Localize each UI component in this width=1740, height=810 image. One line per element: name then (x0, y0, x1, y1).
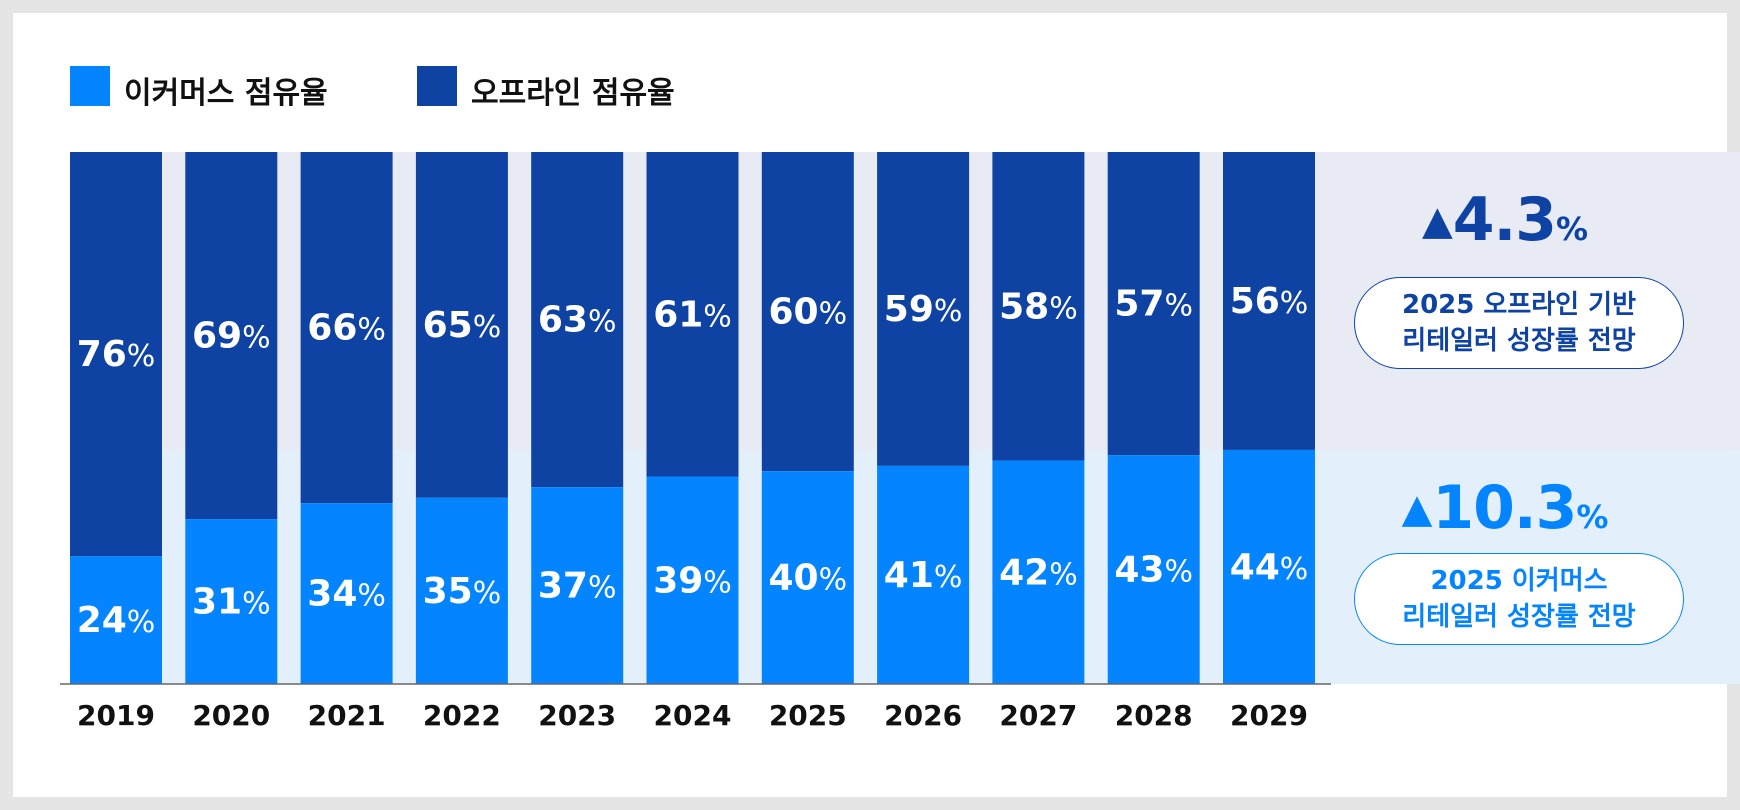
legend-swatch-ecommerce (70, 66, 110, 106)
bar-offline-2022 (415, 152, 508, 498)
bar-offline-2023 (531, 152, 624, 488)
data-label-offline-2021: 66% (307, 308, 386, 349)
data-label-ecommerce-2020: 31% (192, 582, 271, 623)
data-label-ecommerce-2027: 42% (999, 552, 1078, 593)
x-tick-label-2029: 2029 (1230, 699, 1308, 732)
ecommerce-growth-pill: 2025 이커머스 리테일러 성장률 전망 (1354, 553, 1684, 645)
data-label-offline-2019: 76% (77, 334, 156, 375)
x-tick-label-2023: 2023 (538, 699, 616, 732)
bar-ecommerce-2019 (70, 556, 162, 684)
ecommerce-growth-number: 10.3 (1432, 473, 1577, 543)
legend-swatch-offline (417, 66, 457, 106)
data-label-offline-2020: 69% (192, 316, 271, 357)
x-tick-label-2021: 2021 (308, 699, 386, 732)
bar-offline-2025 (761, 152, 854, 472)
ecommerce-growth-unit: % (1576, 498, 1609, 536)
data-label-ecommerce-2028: 43% (1114, 550, 1193, 591)
ecommerce-growth-value: ▲10.3% (1319, 478, 1691, 538)
x-tick-label-2028: 2028 (1115, 699, 1193, 732)
bar-ecommerce-2025 (761, 471, 854, 684)
data-label-ecommerce-2026: 41% (884, 555, 963, 596)
bar-ecommerce-2028 (1107, 455, 1200, 684)
bar-ecommerce-2023 (531, 487, 624, 684)
bar-offline-2027 (992, 152, 1085, 461)
bar-ecommerce-2029 (1223, 449, 1315, 684)
data-label-ecommerce-2019: 24% (77, 600, 156, 641)
x-tick-label-2025: 2025 (769, 699, 847, 732)
offline-pill-line2: 리테일러 성장률 전망 (1402, 326, 1636, 356)
data-label-offline-2028: 57% (1114, 284, 1193, 325)
data-label-offline-2025: 60% (768, 292, 847, 333)
data-label-ecommerce-2024: 39% (653, 560, 732, 601)
data-label-offline-2026: 59% (884, 289, 963, 330)
bar-ecommerce-2022 (415, 497, 508, 684)
offline-growth-value: ▲4.3% (1319, 190, 1691, 250)
data-label-offline-2029: 56% (1230, 281, 1309, 322)
x-tick-label-2020: 2020 (192, 699, 270, 732)
data-label-offline-2023: 63% (538, 300, 617, 341)
data-label-offline-2022: 65% (423, 305, 502, 346)
legend-label-ecommerce: 이커머스 점유율 (124, 76, 328, 111)
offline-growth-pill: 2025 오프라인 기반 리테일러 성장률 전망 (1354, 277, 1684, 369)
offline-growth-number: 4.3 (1452, 185, 1557, 255)
x-tick-label-2024: 2024 (654, 699, 732, 732)
bar-offline-2019 (70, 152, 162, 557)
bar-offline-2020 (185, 152, 278, 520)
up-triangle-icon: ▲ (1421, 198, 1453, 244)
data-label-ecommerce-2023: 37% (538, 566, 617, 607)
bar-offline-2026 (877, 152, 970, 466)
ecommerce-pill-line2: 리테일러 성장률 전망 (1402, 602, 1636, 632)
data-label-ecommerce-2021: 34% (307, 574, 386, 615)
data-label-offline-2024: 61% (653, 294, 732, 335)
data-label-ecommerce-2025: 40% (768, 558, 847, 599)
bar-ecommerce-2026 (877, 465, 970, 684)
x-tick-label-2026: 2026 (884, 699, 962, 732)
bar-ecommerce-2020 (185, 519, 278, 684)
bar-ecommerce-2024 (646, 476, 739, 684)
bar-offline-2021 (300, 152, 393, 504)
x-tick-label-2022: 2022 (423, 699, 501, 732)
bar-offline-2024 (646, 152, 739, 477)
up-triangle-icon: ▲ (1401, 486, 1433, 532)
data-label-ecommerce-2022: 35% (423, 571, 502, 612)
bar-ecommerce-2027 (992, 460, 1085, 684)
x-tick-label-2019: 2019 (77, 699, 155, 732)
bar-offline-2029 (1223, 152, 1315, 450)
x-tick-label-2027: 2027 (999, 699, 1077, 732)
data-label-offline-2027: 58% (999, 286, 1078, 327)
ecommerce-pill-line1: 2025 이커머스 (1430, 566, 1608, 596)
legend-label-offline: 오프라인 점유율 (471, 76, 675, 111)
offline-growth-unit: % (1556, 210, 1589, 248)
bar-offline-2028 (1107, 152, 1200, 456)
bar-ecommerce-2021 (300, 503, 393, 684)
data-label-ecommerce-2029: 44% (1230, 547, 1309, 588)
offline-pill-line1: 2025 오프라인 기반 (1402, 290, 1636, 320)
